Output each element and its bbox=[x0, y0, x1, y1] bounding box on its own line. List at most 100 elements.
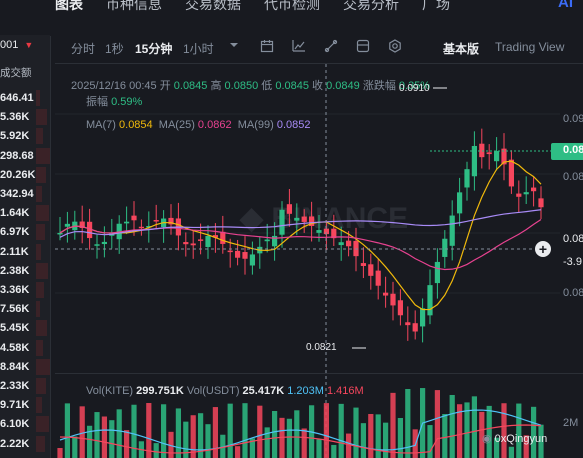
candle-body bbox=[368, 264, 374, 276]
candle-body bbox=[390, 293, 396, 306]
ai-button[interactable]: AI bbox=[558, 0, 573, 11]
indicator-icon[interactable] bbox=[292, 39, 306, 53]
vol-ma2-value: 1.416M bbox=[326, 385, 364, 397]
turnover-bar bbox=[36, 205, 49, 222]
left-panel-header[interactable]: 001 ▼ bbox=[0, 39, 34, 51]
candle-body bbox=[464, 169, 470, 188]
volume-bar bbox=[353, 407, 359, 458]
ma25-value: 0.0862 bbox=[197, 119, 232, 131]
gear-icon[interactable] bbox=[388, 39, 402, 53]
turnover-row: 2.11K bbox=[0, 245, 29, 258]
tab-trade-analysis[interactable]: 交易分析 bbox=[343, 0, 399, 12]
ma25-label: MA(25) bbox=[158, 119, 195, 131]
turnover-row: 8.84K bbox=[0, 360, 30, 373]
turnover-bar bbox=[36, 147, 50, 164]
amplitude-label: 振幅 bbox=[86, 96, 108, 108]
turnover-bar bbox=[36, 339, 43, 356]
candle-body bbox=[412, 323, 418, 332]
turnover-bar bbox=[36, 90, 40, 106]
low-label: 低 bbox=[261, 80, 273, 92]
candle-body bbox=[508, 159, 514, 187]
turnover-bar bbox=[36, 320, 47, 337]
ma99-value: 0.0852 bbox=[276, 119, 311, 131]
candle-body bbox=[449, 215, 455, 246]
tab-square[interactable]: 广场 bbox=[422, 0, 450, 12]
volume-axis-tick: 2M bbox=[563, 417, 579, 429]
volume-bar bbox=[368, 413, 374, 458]
candle-body bbox=[309, 216, 315, 226]
candle-body bbox=[279, 209, 285, 235]
volume-bar bbox=[464, 402, 470, 458]
volume-bar bbox=[301, 428, 307, 458]
amplitude-line: 振幅 0.59% bbox=[86, 93, 142, 109]
candle-body bbox=[523, 192, 529, 195]
turnover-bar bbox=[36, 224, 45, 241]
draw-tools-icon[interactable] bbox=[324, 39, 338, 53]
candle-body bbox=[323, 228, 329, 235]
candle-body bbox=[124, 221, 130, 224]
tab-trade-data[interactable]: 交易数据 bbox=[185, 0, 241, 12]
price-tick: 0.08 bbox=[563, 287, 583, 299]
cursor-price-label: 0.08 bbox=[563, 233, 583, 245]
ma99-line bbox=[59, 209, 542, 238]
interval-1h[interactable]: 1小时 bbox=[183, 42, 214, 56]
turnover-row: 2.22K bbox=[0, 437, 30, 450]
add-order-button[interactable]: + bbox=[535, 241, 551, 257]
volume-bar bbox=[516, 403, 522, 458]
turnover-bar bbox=[36, 282, 44, 298]
candle-body bbox=[146, 226, 152, 228]
volume-bar bbox=[109, 420, 115, 458]
interval-1s[interactable]: 1秒 bbox=[105, 42, 124, 56]
high-value: 0.0850 bbox=[224, 80, 259, 92]
ma99-label: MA(99) bbox=[237, 119, 274, 131]
vol-usdt-value: 25.417K bbox=[242, 385, 285, 397]
volume-bar bbox=[405, 388, 411, 458]
chevron-down-icon: ▼ bbox=[24, 40, 34, 50]
calendar-icon[interactable] bbox=[260, 39, 274, 53]
cursor-delta-label: -3.9 bbox=[563, 256, 582, 268]
candle-body bbox=[501, 148, 507, 165]
turnover-column-label: 成交额 bbox=[0, 67, 32, 79]
tab-token-check[interactable]: 代币检测 bbox=[264, 0, 320, 12]
exchange-watermark: ◆ BINANCE bbox=[239, 202, 408, 235]
turnover-row: 6.10K bbox=[0, 418, 30, 431]
volume-bar bbox=[146, 403, 152, 458]
interval-15m[interactable]: 15分钟 bbox=[135, 42, 173, 56]
toolbar-divider bbox=[55, 63, 583, 64]
interval-dropdown-icon[interactable] bbox=[229, 40, 239, 50]
candle-body bbox=[212, 235, 218, 238]
ohlc-line: 2025/12/16 00:45 开 0.0845 高 0.0850 低 0.0… bbox=[71, 77, 430, 93]
candle-body bbox=[316, 230, 322, 233]
candle-body bbox=[249, 254, 255, 266]
candle-body bbox=[190, 243, 196, 246]
open-label: 开 bbox=[159, 80, 171, 92]
tradingview-toggle[interactable]: Trading View bbox=[495, 40, 565, 54]
candle-body bbox=[494, 151, 500, 162]
amplitude-value: 0.59% bbox=[111, 96, 143, 108]
basic-view-toggle[interactable]: 基本版 bbox=[443, 42, 480, 56]
turnover-bar bbox=[36, 128, 43, 145]
interval-timeline[interactable]: 分时 bbox=[71, 42, 96, 56]
chart-toolbar: 分时 1秒 15分钟 1小时 基本版 Trading View bbox=[55, 33, 583, 59]
candle-body bbox=[286, 204, 292, 214]
volume-bar bbox=[331, 444, 337, 458]
tab-chart[interactable]: 图表 bbox=[55, 0, 83, 12]
volume-bar bbox=[212, 407, 218, 458]
candle-body bbox=[235, 250, 241, 258]
high-label: 高 bbox=[210, 80, 222, 92]
tab-token-info[interactable]: 币种信息 bbox=[106, 0, 162, 12]
turnover-row: 2.33K bbox=[0, 380, 30, 392]
change-label: 涨跌幅 bbox=[362, 80, 396, 92]
volume-bar bbox=[508, 446, 514, 458]
volume-bar bbox=[72, 436, 78, 458]
candle-body bbox=[331, 228, 337, 239]
turnover-bar bbox=[36, 397, 42, 414]
layout-icon[interactable] bbox=[356, 39, 370, 53]
turnover-row: 20.26K bbox=[0, 168, 36, 181]
candle-body bbox=[383, 292, 389, 296]
volume-bar bbox=[64, 403, 70, 458]
candle-body bbox=[272, 235, 278, 247]
volume-ma-line bbox=[59, 409, 542, 451]
volume-bar bbox=[161, 404, 167, 458]
